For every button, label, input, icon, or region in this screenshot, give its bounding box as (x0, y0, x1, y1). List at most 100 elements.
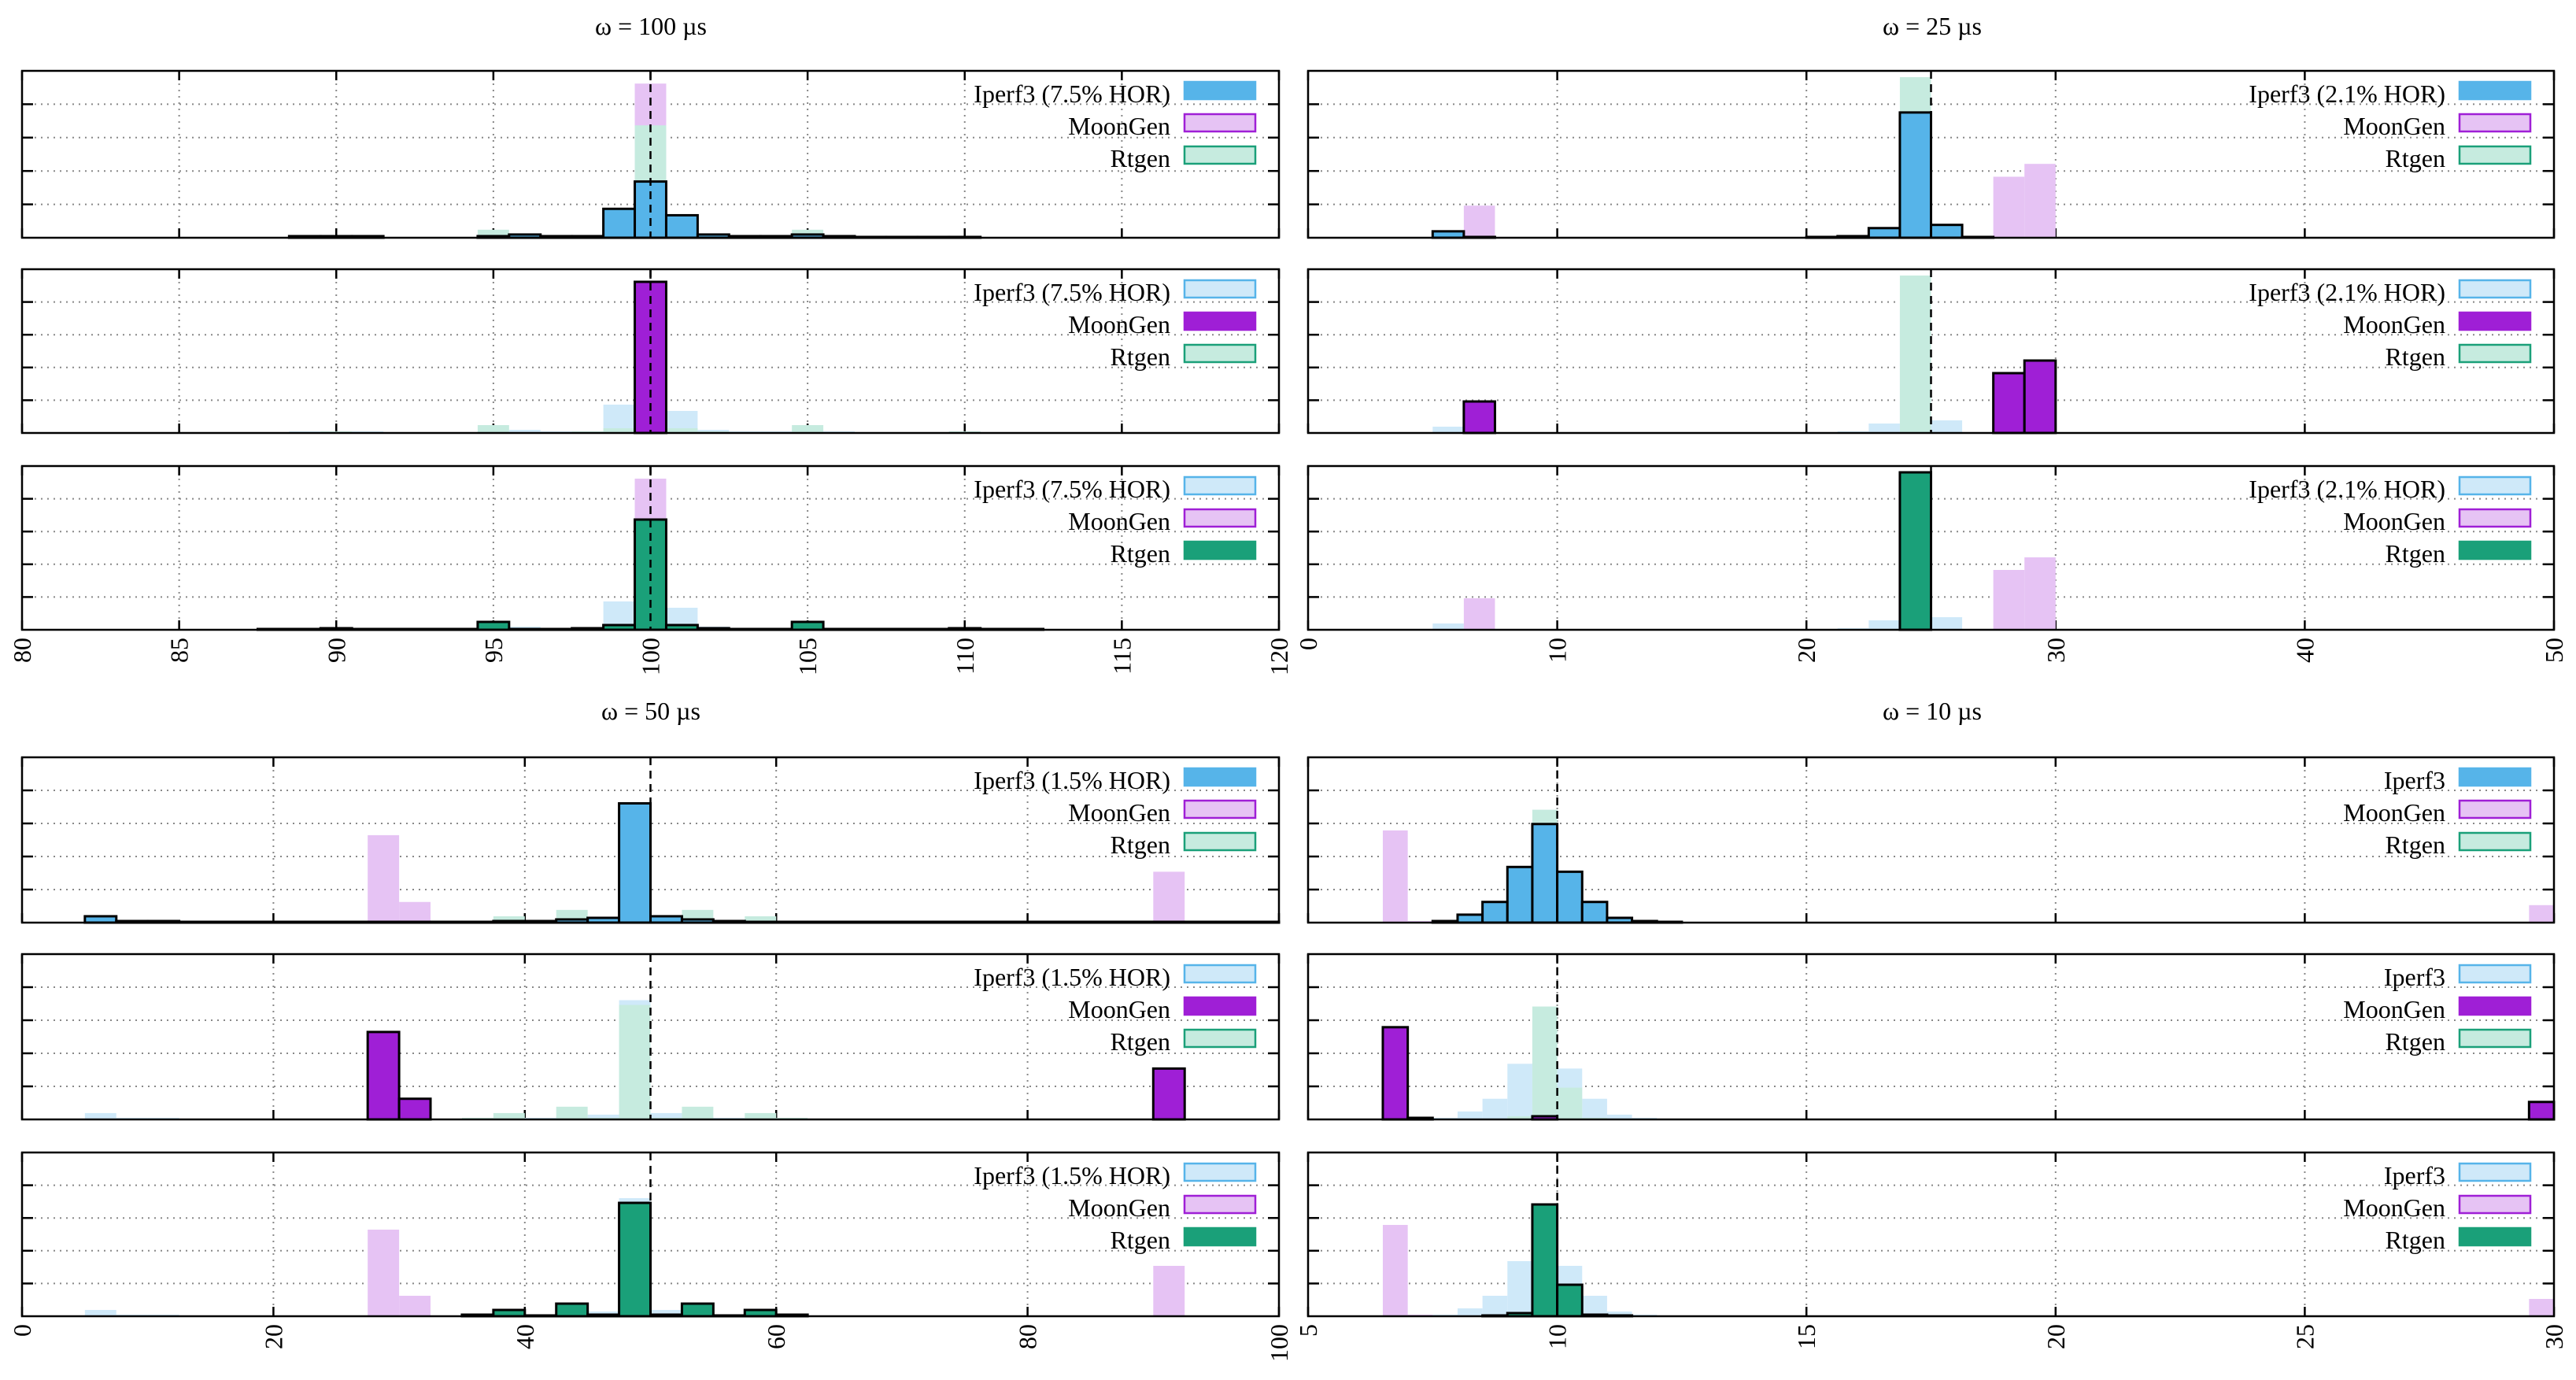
chart-0-panel-0: Iperf3 (7.5% HOR) MoonGen Rtgen (20, 69, 1281, 239)
chart-1-panel-2-iperf3-bar-9 (1931, 617, 1963, 630)
chart-1-panel-1: Iperf3 (2.1% HOR) MoonGen Rtgen (1306, 268, 2556, 435)
chart-1-panel-0-frame (1306, 69, 2556, 239)
chart-1-panel-1-iperf3-bar-9 (1931, 420, 1963, 433)
chart-2-panel-2-rtgen-bar-15 (555, 1302, 589, 1318)
chart-0-panel-1-frame (20, 268, 1281, 435)
chart-3-panel-1-iperf3-bar-9 (1606, 1114, 1632, 1119)
chart-0-panel-0-legend-swatch-rtgen (1183, 145, 1257, 165)
chart-3-panel-1-rtgen-bar-5 (1507, 1115, 1532, 1119)
chart-2-panel-2-moongen-bar-34 (1153, 1266, 1185, 1316)
chart-3-panel-0-iperf3-bar-6 (1531, 823, 1559, 924)
chart-0-panel-1-legend-swatch-iperf3 (1183, 279, 1257, 299)
chart-2-panel-1-iperf3-bar-18 (650, 1112, 682, 1119)
chart-2-panel-0-legend-label-moongen: MoonGen (1068, 798, 1170, 827)
chart-2-panel-1-legend-label-moongen: MoonGen (1068, 995, 1170, 1023)
chart-1-xtick-label-5: 50 (2540, 638, 2568, 663)
title-omega-100: ω = 100 µs (595, 12, 707, 40)
chart-0-panel-0-legend-swatch-moongen (1183, 113, 1257, 133)
chart-3-panel-2-iperf3-bar-3 (1457, 1308, 1483, 1316)
chart-2-panel-2-legend-label-moongen: MoonGen (1068, 1193, 1170, 1222)
chart-2-panel-1-rtgen-bar-15 (556, 1106, 588, 1119)
chart-3-panel-1-legend-label-iperf3: Iperf3 (2384, 963, 2445, 991)
chart-2-panel-1-legend-label-rtgen: Rtgen (1111, 1027, 1170, 1056)
chart-1-xtick-label-3: 30 (2042, 638, 2070, 663)
chart-1-panel-0-legend-label-rtgen: Rtgen (2386, 144, 2445, 172)
chart-2-xtick-label-2: 40 (511, 1324, 539, 1349)
chart-2-xtick-label-0: 0 (8, 1324, 36, 1337)
chart-0-panel-0-iperf3-bar-13 (664, 213, 699, 239)
chart-0-panel-0-rtgen-bar-7 (477, 229, 509, 238)
chart-3-panel-0-iperf3-bar-3 (1456, 913, 1484, 924)
chart-0-panel-2-legend-label-moongen: MoonGen (1068, 507, 1170, 535)
chart-3-panel-1-moongen-bar-13 (2527, 1101, 2556, 1121)
chart-3-panel-0-iperf3-bar-7 (1556, 870, 1584, 924)
chart-3-panel-1-moongen-bar-0 (1381, 1026, 1410, 1121)
chart-1-panel-2-legend-swatch-iperf3 (2458, 475, 2532, 496)
chart-3-panel-1-rtgen-bar-6 (1532, 1006, 1558, 1119)
chart-3-panel-2-legend-swatch-iperf3 (2458, 1162, 2532, 1182)
chart-1-xtick-label-0: 0 (1294, 638, 1322, 650)
chart-1-panel-1-moongen-bar-1 (1462, 400, 1496, 435)
chart-1-panel-2-legend-label-moongen: MoonGen (2343, 507, 2445, 535)
chart-3-panel-2-iperf3-bar-9 (1606, 1312, 1632, 1316)
chart-3-panel-0-iperf3-bar-8 (1580, 901, 1609, 924)
chart-2-panel-1: Iperf3 (1.5% HOR) MoonGen Rtgen (20, 953, 1281, 1121)
chart-0-panel-1: Iperf3 (7.5% HOR) MoonGen Rtgen (20, 268, 1281, 435)
chart-3-panel-1-legend-swatch-moongen (2458, 996, 2532, 1016)
chart-0-panel-1-legend-label-iperf3: Iperf3 (7.5% HOR) (974, 278, 1170, 306)
title-omega-50: ω = 50 µs (601, 697, 700, 725)
chart-3: Iperf3MoonGenRtgenIperf3MoonGenRtgenIper… (1294, 756, 2568, 1349)
chart-0-panel-1-rtgen-bar-13 (666, 428, 698, 433)
chart-0-panel-0-legend-label-moongen: MoonGen (1068, 112, 1170, 140)
chart-1-panel-2-moongen-bar-11 (1993, 570, 2025, 630)
chart-1-panel-0-legend-label-iperf3: Iperf3 (2.1% HOR) (2249, 80, 2445, 108)
chart-3-panel-2-rtgen-bar-7 (1556, 1283, 1584, 1318)
chart-1-panel-2: Iperf3 (2.1% HOR) MoonGen Rtgen (1306, 464, 2556, 631)
chart-0-xtick-label-3: 95 (479, 638, 508, 663)
chart-2-xtick-label-3: 60 (762, 1324, 790, 1349)
chart-2-panel-2-frame (20, 1151, 1281, 1318)
chart-3-xtick-label-3: 20 (2042, 1324, 2070, 1349)
title-omega-25: ω = 25 µs (1883, 12, 1982, 40)
chart-0-panel-0-legend-label-iperf3: Iperf3 (7.5% HOR) (974, 80, 1170, 108)
chart-3-panel-2-iperf3-bar-4 (1482, 1296, 1508, 1316)
chart-1-panel-2-legend-label-iperf3: Iperf3 (2.1% HOR) (2249, 475, 2445, 503)
chart-3-panel-2: Iperf3 MoonGen Rtgen (1306, 1151, 2556, 1318)
chart-1-panel-0-legend-label-moongen: MoonGen (2343, 112, 2445, 140)
chart-2-panel-0-moongen-bar-10 (399, 901, 431, 923)
chart-3-panel-1-iperf3-bar-5 (1507, 1064, 1532, 1119)
chart-3-xtick-label-0: 5 (1294, 1324, 1322, 1337)
chart-3-panel-0-legend-swatch-rtgen (2458, 831, 2532, 852)
chart-0-xtick-label-4: 100 (637, 638, 665, 675)
chart-0-panel-1-rtgen-bar-17 (792, 425, 824, 433)
chart-1-panel-2-legend-label-rtgen: Rtgen (2386, 539, 2445, 568)
chart-0-xtick-label-0: 80 (8, 638, 36, 663)
chart-2-panel-0-legend-swatch-rtgen (1183, 831, 1257, 852)
chart-3-panel-0-frame (1306, 756, 2556, 924)
chart-0-panel-1-legend-swatch-rtgen (1183, 343, 1257, 364)
chart-2-panel-1-moongen-bar-10 (397, 1097, 432, 1121)
chart-3-panel-0-moongen-bar-13 (2529, 905, 2554, 923)
chart-1-panel-2-rtgen-bar-8 (1898, 471, 1933, 631)
chart-0-panel-2-legend-swatch-iperf3 (1183, 475, 1257, 496)
chart-0-panel-2-legend-swatch-rtgen (1183, 540, 1257, 561)
chart-1-panel-0-legend-swatch-moongen (2458, 113, 2532, 133)
chart-2-panel-1-rtgen-bar-21 (745, 1112, 777, 1119)
chart-1: Iperf3 (2.1% HOR) MoonGen Rtgen Iperf3 (2.1… (1294, 69, 2568, 663)
chart-3-xtick-label-4: 25 (2290, 1324, 2319, 1349)
chart-3-panel-2-iperf3-bar-5 (1507, 1261, 1532, 1316)
chart-2-panel-2-legend-label-rtgen: Rtgen (1111, 1226, 1170, 1254)
chart-2-panel-0-moongen-bar-9 (368, 834, 400, 923)
chart-1-panel-0: Iperf3 (2.1% HOR) MoonGen Rtgen (1306, 69, 2556, 239)
chart-1-panel-1-legend-label-iperf3: Iperf3 (2.1% HOR) (2249, 278, 2445, 306)
chart-2-panel-0-rtgen-bar-21 (745, 916, 777, 923)
chart-3-xtick-label-1: 10 (1543, 1324, 1572, 1349)
chart-3-xtick-label-5: 30 (2540, 1324, 2568, 1349)
chart-3-panel-2-moongen-bar-13 (2529, 1299, 2554, 1316)
chart-1-panel-0-moongen-bar-1 (1463, 205, 1495, 238)
chart-0-panel-0-iperf3-bar-11 (602, 207, 637, 239)
chart-3-panel-2-frame (1306, 1151, 2556, 1318)
chart-0-panel-2-legend-swatch-moongen (1183, 508, 1257, 528)
